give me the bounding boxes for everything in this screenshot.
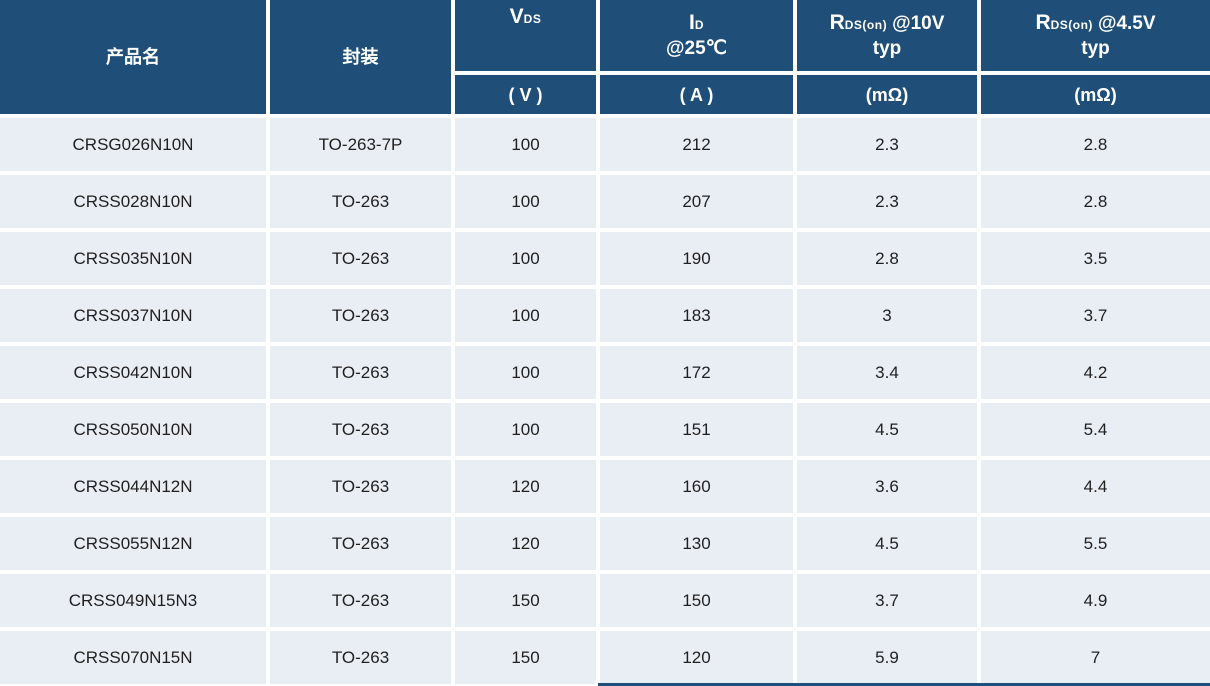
cell-rds10: 4.5 bbox=[797, 403, 977, 456]
cell-package: TO-263 bbox=[270, 403, 451, 456]
rds45-typ-label: typ bbox=[1081, 37, 1110, 59]
cell-vds: 120 bbox=[455, 517, 596, 570]
bottom-accent-bar bbox=[598, 683, 1210, 686]
cell-rds45: 2.8 bbox=[981, 175, 1210, 228]
unit-header-rds45: (mΩ) bbox=[981, 75, 1210, 114]
cell-package: TO-263-7P bbox=[270, 118, 451, 171]
unit-header-vds: ( V ) bbox=[455, 75, 596, 114]
cell-rds10: 5.9 bbox=[797, 631, 977, 684]
cell-vds: 100 bbox=[455, 175, 596, 228]
col-header-rds45: R DS(on) @4.5V typ bbox=[981, 0, 1210, 71]
cell-rds45: 3.5 bbox=[981, 232, 1210, 285]
cell-product: CRSS035N10N bbox=[0, 232, 266, 285]
cell-id: 207 bbox=[600, 175, 793, 228]
cell-rds10: 3.4 bbox=[797, 346, 977, 399]
cell-package: TO-263 bbox=[270, 289, 451, 342]
cell-id: 120 bbox=[600, 631, 793, 684]
cell-package: TO-263 bbox=[270, 460, 451, 513]
cell-rds45: 4.4 bbox=[981, 460, 1210, 513]
cell-package: TO-263 bbox=[270, 346, 451, 399]
cell-product: CRSS070N15N bbox=[0, 631, 266, 684]
cell-id: 183 bbox=[600, 289, 793, 342]
cell-product: CRSS055N12N bbox=[0, 517, 266, 570]
rds10-typ-label: typ bbox=[872, 37, 902, 59]
cell-rds10: 3.7 bbox=[797, 574, 977, 627]
cell-vds: 100 bbox=[455, 232, 596, 285]
cell-package: TO-263 bbox=[270, 517, 451, 570]
cell-product: CRSS050N10N bbox=[0, 403, 266, 456]
cell-rds45: 4.2 bbox=[981, 346, 1210, 399]
cell-id: 160 bbox=[600, 460, 793, 513]
rds10-label: R DS(on) @10V bbox=[829, 10, 945, 34]
cell-vds: 100 bbox=[455, 289, 596, 342]
cell-rds45: 4.9 bbox=[981, 574, 1210, 627]
cell-id: 150 bbox=[600, 574, 793, 627]
cell-product: CRSS037N10N bbox=[0, 289, 266, 342]
cell-package: TO-263 bbox=[270, 574, 451, 627]
id-condition-label: @25℃ bbox=[666, 37, 727, 59]
cell-product: CRSS028N10N bbox=[0, 175, 266, 228]
cell-id: 130 bbox=[600, 517, 793, 570]
cell-rds10: 2.3 bbox=[797, 118, 977, 171]
cell-vds: 120 bbox=[455, 460, 596, 513]
cell-package: TO-263 bbox=[270, 232, 451, 285]
cell-product: CRSS049N15N3 bbox=[0, 574, 266, 627]
vds-label: V DS bbox=[509, 5, 542, 28]
cell-rds10: 3.6 bbox=[797, 460, 977, 513]
cell-id: 172 bbox=[600, 346, 793, 399]
col-header-package: 封装 bbox=[270, 0, 451, 114]
cell-package: TO-263 bbox=[270, 175, 451, 228]
cell-rds10: 4.5 bbox=[797, 517, 977, 570]
col-header-vds: V DS bbox=[455, 0, 596, 71]
cell-vds: 100 bbox=[455, 346, 596, 399]
cell-id: 151 bbox=[600, 403, 793, 456]
cell-vds: 100 bbox=[455, 118, 596, 171]
cell-rds45: 5.5 bbox=[981, 517, 1210, 570]
cell-rds10: 2.3 bbox=[797, 175, 977, 228]
col-header-rds10: R DS(on) @10V typ bbox=[797, 0, 977, 71]
col-header-product: 产品名 bbox=[0, 0, 266, 114]
cell-rds10: 2.8 bbox=[797, 232, 977, 285]
cell-rds45: 2.8 bbox=[981, 118, 1210, 171]
cell-product: CRSS044N12N bbox=[0, 460, 266, 513]
unit-header-rds10: (mΩ) bbox=[797, 75, 977, 114]
cell-rds45: 5.4 bbox=[981, 403, 1210, 456]
cell-rds10: 3 bbox=[797, 289, 977, 342]
rds45-label: R DS(on) @4.5V bbox=[1035, 10, 1156, 34]
cell-vds: 100 bbox=[455, 403, 596, 456]
cell-id: 212 bbox=[600, 118, 793, 171]
cell-product: CRSS042N10N bbox=[0, 346, 266, 399]
cell-package: TO-263 bbox=[270, 631, 451, 684]
cell-vds: 150 bbox=[455, 574, 596, 627]
cell-product: CRSG026N10N bbox=[0, 118, 266, 171]
cell-rds45: 3.7 bbox=[981, 289, 1210, 342]
cell-rds45: 7 bbox=[981, 631, 1210, 684]
cell-vds: 150 bbox=[455, 631, 596, 684]
cell-id: 190 bbox=[600, 232, 793, 285]
unit-header-id: ( A ) bbox=[600, 75, 793, 114]
